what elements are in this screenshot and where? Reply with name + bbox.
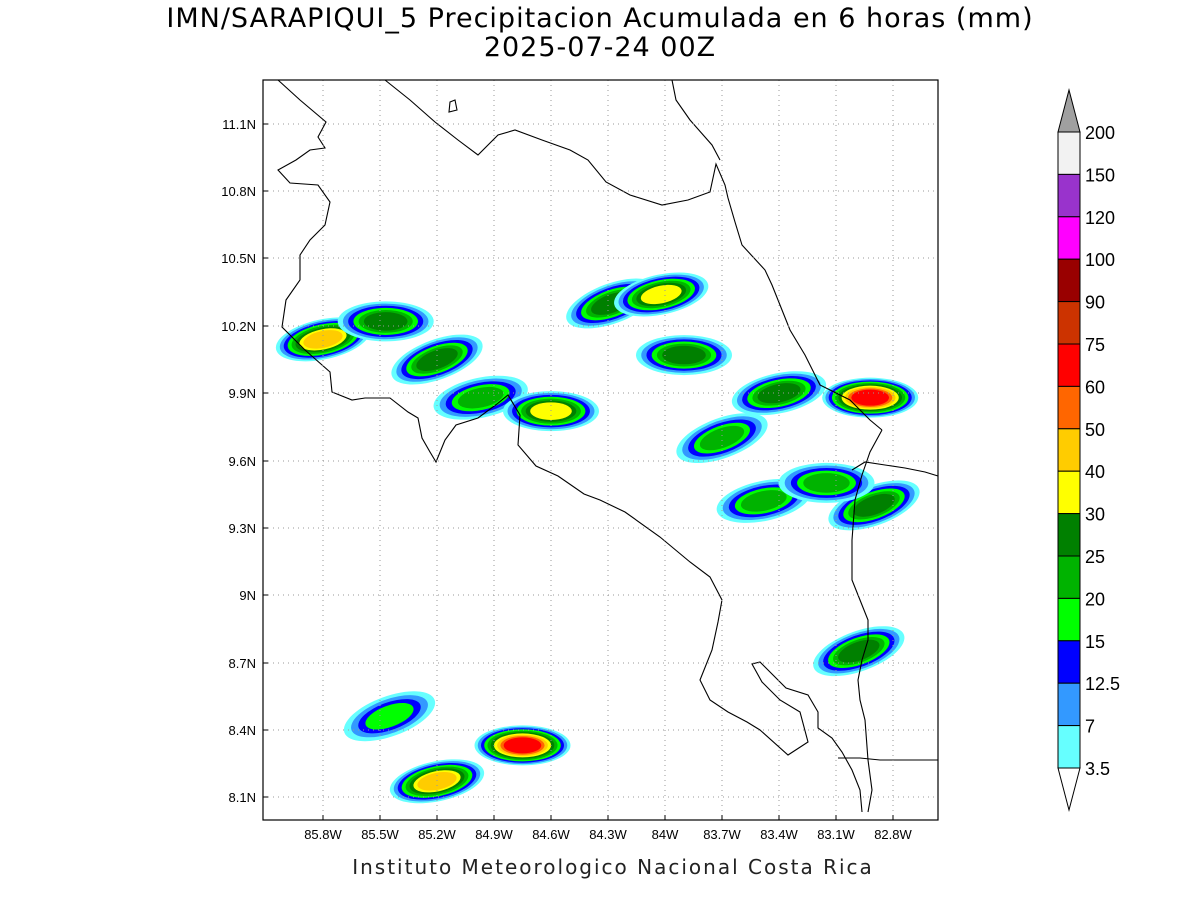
precip-contours <box>275 272 920 804</box>
colorbar-swatch <box>1057 173 1081 218</box>
colorbar-label: 50 <box>1085 420 1105 440</box>
lon-tick-label: 84W <box>652 827 679 842</box>
colorbar-swatch <box>1057 301 1081 345</box>
precip-cell <box>803 473 850 493</box>
colorbar-label: 75 <box>1085 335 1105 355</box>
colorbar-label: 120 <box>1085 208 1115 228</box>
graticule <box>263 80 938 820</box>
lat-tick-label: 8.4N <box>229 723 256 738</box>
lat-tick-label: 10.5N <box>221 251 256 266</box>
colorbar-label: 20 <box>1085 589 1105 609</box>
colorbar-swatch <box>1057 428 1081 472</box>
lat-tick-label: 9.3N <box>229 521 256 536</box>
colorbar-swatch <box>1057 343 1081 387</box>
precip-cell <box>416 348 458 371</box>
colorbar-label: 30 <box>1085 505 1105 525</box>
footer-credit: Instituto Meteorologico Nacional Costa R… <box>352 855 874 879</box>
precip-cell <box>365 702 414 730</box>
precip-cell <box>662 345 706 365</box>
map-date: 2025-07-24 00Z <box>483 32 717 63</box>
colorbar-swatch <box>1057 555 1081 599</box>
colorbar-label: 3.5 <box>1085 759 1110 779</box>
lat-tick-label: 9N <box>239 588 256 603</box>
precip-cell <box>838 639 880 663</box>
colorbar-swatch <box>1057 470 1081 515</box>
map-title: IMN/SARAPIQUI_5 Precipitacion Acumulada … <box>166 3 1034 34</box>
colorbar-label: 150 <box>1085 165 1115 185</box>
colorbar-swatch <box>1057 385 1081 430</box>
colorbar-swatch <box>1057 640 1081 684</box>
coastline-caribbean <box>384 79 883 431</box>
lat-tick-label: 9.6N <box>229 454 256 469</box>
colorbar-swatch <box>1057 258 1081 303</box>
lon-tick-label: 84.6W <box>532 827 570 842</box>
precip-cell <box>851 389 890 406</box>
coastline-nicoya <box>671 79 721 161</box>
colorbar-label: 15 <box>1085 632 1105 652</box>
precip-cell <box>417 772 457 791</box>
coastline-north-nicaragua <box>277 79 863 813</box>
lat-tick-label: 11.1N <box>222 117 256 132</box>
precip-cell <box>363 312 408 331</box>
precip-cell <box>303 330 343 349</box>
precip-cell <box>503 737 542 754</box>
colorbar-label: 40 <box>1085 462 1105 482</box>
colorbar-swatch <box>1057 131 1081 175</box>
coastline-east <box>838 757 938 761</box>
colorbar-label: 25 <box>1085 547 1105 567</box>
colorbar-swatch <box>1057 725 1081 769</box>
lon-tick-label: 85.5W <box>361 827 399 842</box>
coastlines <box>277 79 939 813</box>
map-frame <box>262 79 939 821</box>
colorbar: 200 150 120 100 90 75 60 50 40 30 25 20 15 12.5 7 3.5 <box>1057 88 1120 812</box>
colorbar-label: 60 <box>1085 377 1105 397</box>
lat-tick-label: 8.7N <box>229 656 256 671</box>
colorbar-label: 200 <box>1085 123 1115 143</box>
colorbar-swatch <box>1057 513 1081 557</box>
colorbar-label: 12.5 <box>1085 674 1120 694</box>
lon-tick-label: 83.4W <box>760 827 798 842</box>
lon-tick-label: 83.7W <box>703 827 741 842</box>
colorbar-label: 100 <box>1085 250 1115 270</box>
lake-islet <box>448 99 458 113</box>
precip-cell <box>640 284 682 305</box>
lat-tick-label: 8.1N <box>229 790 256 805</box>
precip-cell <box>457 386 504 409</box>
colorbar-swatch <box>1057 597 1081 642</box>
lon-tick-label: 85.2W <box>418 827 456 842</box>
colorbar-over-arrow <box>1057 88 1081 133</box>
colorbar-under-arrow <box>1057 767 1081 812</box>
lon-tick-label: 84.3W <box>589 827 627 842</box>
colorbar-swatch <box>1057 682 1081 727</box>
lat-tick-label: 10.8N <box>221 184 256 199</box>
lon-tick-label: 83.1W <box>817 827 855 842</box>
border-panama <box>851 429 883 813</box>
lon-tick-label: 85.8W <box>304 827 342 842</box>
lon-tick-label: 84.9W <box>475 827 513 842</box>
coastline-panama <box>851 461 939 477</box>
precip-cell <box>853 493 895 517</box>
colorbar-label: 90 <box>1085 293 1105 313</box>
colorbar-label: 7 <box>1085 717 1095 737</box>
precip-cell <box>740 490 787 512</box>
precip-cell <box>530 402 572 420</box>
map-axes: 85.8W 85.5W 85.2W 84.9W 84.6W 84.3W 84W 83.7W 83… <box>221 117 912 842</box>
lat-tick-label: 10.2N <box>221 319 256 334</box>
precip-cell <box>699 425 745 451</box>
lon-tick-label: 82.8W <box>874 827 912 842</box>
lat-tick-label: 9.9N <box>229 386 256 401</box>
colorbar-swatch <box>1057 216 1081 260</box>
